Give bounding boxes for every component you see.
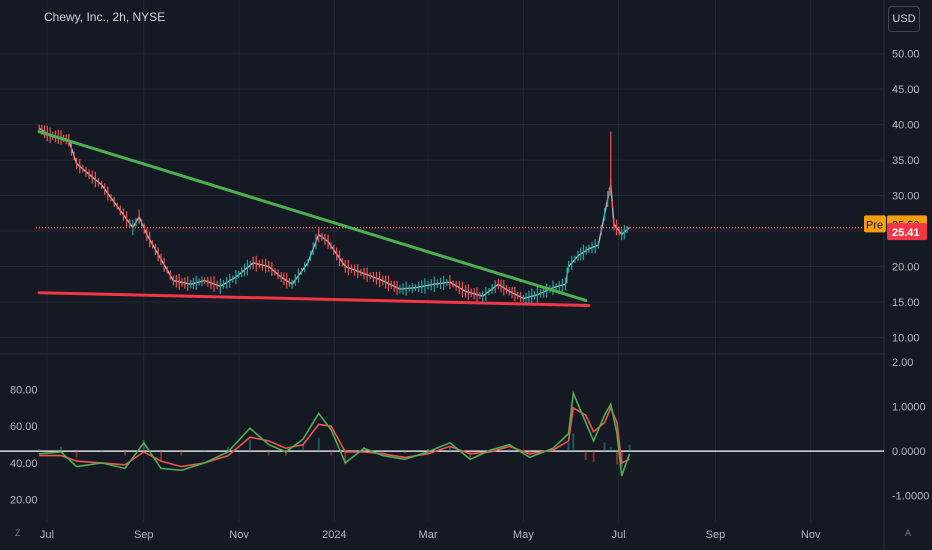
- oscillator-histogram-bar: [180, 451, 183, 456]
- oscillator-histogram-bar: [381, 451, 384, 454]
- time-tick-label: Jul: [40, 529, 54, 541]
- oscillator-histogram-bar: [227, 446, 230, 452]
- price-axis: 50.0045.0040.0035.0030.0025.0020.0015.00…: [892, 49, 920, 345]
- last-price-badge: [887, 223, 927, 241]
- red-trendline[interactable]: [37, 291, 591, 307]
- osc-left-tick-label: 40.00: [10, 458, 38, 470]
- oscillator-histogram-bar: [603, 442, 606, 452]
- last-price-label: 25.41: [892, 227, 920, 239]
- time-tick-label: 2024: [322, 529, 346, 541]
- time-tick-label: Sep: [706, 529, 726, 541]
- oscillator-histogram-bar: [572, 433, 575, 452]
- time-tick-label: Jul: [612, 529, 626, 541]
- time-axis: Jul Sep Nov 2024 Mar May Jul Sep Nov: [40, 529, 821, 541]
- osc-right-tick-label: 2.00: [892, 357, 913, 369]
- oscillator-histogram-bar: [159, 451, 162, 460]
- oscillator-histogram-bar: [628, 444, 631, 452]
- log-scale-toggle[interactable]: Z: [15, 528, 21, 538]
- oscillator-histogram-bar: [508, 448, 511, 452]
- time-tick-label: May: [513, 529, 534, 541]
- osc-left-tick-label: 60.00: [10, 421, 38, 433]
- osc-right-tick-label: -1.0000: [892, 491, 929, 503]
- oscillator-pane: [0, 390, 884, 477]
- oscillator-histogram-bar: [616, 451, 619, 465]
- time-tick-label: Nov: [801, 529, 821, 541]
- green-trendline[interactable]: [37, 130, 588, 302]
- time-tick-label: Sep: [134, 529, 154, 541]
- oscillator-histogram-bar: [267, 451, 270, 456]
- oscillator-histogram-bar: [584, 451, 587, 460]
- oscillator-histogram-bar: [317, 437, 320, 452]
- osc-right-tick-label: 0.0000: [892, 446, 926, 458]
- pre-tag-label: Pre: [866, 219, 883, 231]
- oscillator-histogram-bar: [203, 451, 206, 453]
- time-tick-label: Mar: [419, 529, 438, 541]
- oscillator-axes: 80.00 60.00 40.00 20.00 2.00 1.0000 0.0000 -1.0…: [10, 357, 929, 507]
- chart-title: Chewy, Inc., 2h, NYSE: [44, 10, 166, 24]
- osc-right-tick-label: 1.0000: [892, 402, 926, 414]
- price-tick-label: 30.00: [892, 191, 920, 203]
- oscillator-histogram-bar: [248, 440, 251, 452]
- oscillator-histogram-bar: [567, 442, 570, 452]
- oscillator-histogram-bar: [448, 446, 451, 452]
- oscillator-histogram-bar: [75, 451, 78, 458]
- currency-button[interactable]: USD: [888, 6, 920, 32]
- time-tick-label: Nov: [229, 529, 249, 541]
- price-tick-label: 40.00: [892, 120, 920, 132]
- grid: [0, 0, 885, 550]
- oscillator-slow-line: [39, 405, 630, 468]
- oscillator-histogram-bar: [38, 448, 41, 452]
- oscillator-histogram-bar: [609, 446, 612, 452]
- price-tick-label: 10.00: [892, 332, 920, 344]
- oscillator-histogram-bar: [284, 451, 287, 456]
- price-tick-label: 50.00: [892, 49, 920, 61]
- price-tick-label: 20.00: [892, 261, 920, 273]
- oscillator-histogram-bar: [59, 446, 62, 452]
- osc-left-tick-label: 80.00: [10, 385, 38, 397]
- oscillator-histogram-bar: [302, 444, 305, 452]
- price-tick-label: 15.00: [892, 297, 920, 309]
- oscillator-histogram-bar: [330, 451, 333, 456]
- price-series: [36, 124, 884, 305]
- oscillator-histogram-bar: [100, 451, 103, 453]
- osc-left-tick-label: 20.00: [10, 495, 38, 507]
- oscillator-histogram-bar: [592, 451, 595, 463]
- oscillator-histogram-bar: [142, 440, 145, 452]
- oscillator-histogram-bar: [427, 448, 430, 452]
- pre-tag-badge: [864, 215, 886, 233]
- auto-scale-toggle[interactable]: A: [905, 528, 912, 538]
- price-tick-label: 45.00: [892, 84, 920, 96]
- oscillator-histogram-bar: [344, 451, 347, 465]
- oscillator-histogram-bar: [124, 451, 127, 456]
- oscillator-fast-line: [39, 390, 631, 477]
- trendlines[interactable]: [37, 130, 591, 307]
- price-tick-label: 35.00: [892, 155, 920, 167]
- oscillator-histogram-bar: [403, 451, 406, 454]
